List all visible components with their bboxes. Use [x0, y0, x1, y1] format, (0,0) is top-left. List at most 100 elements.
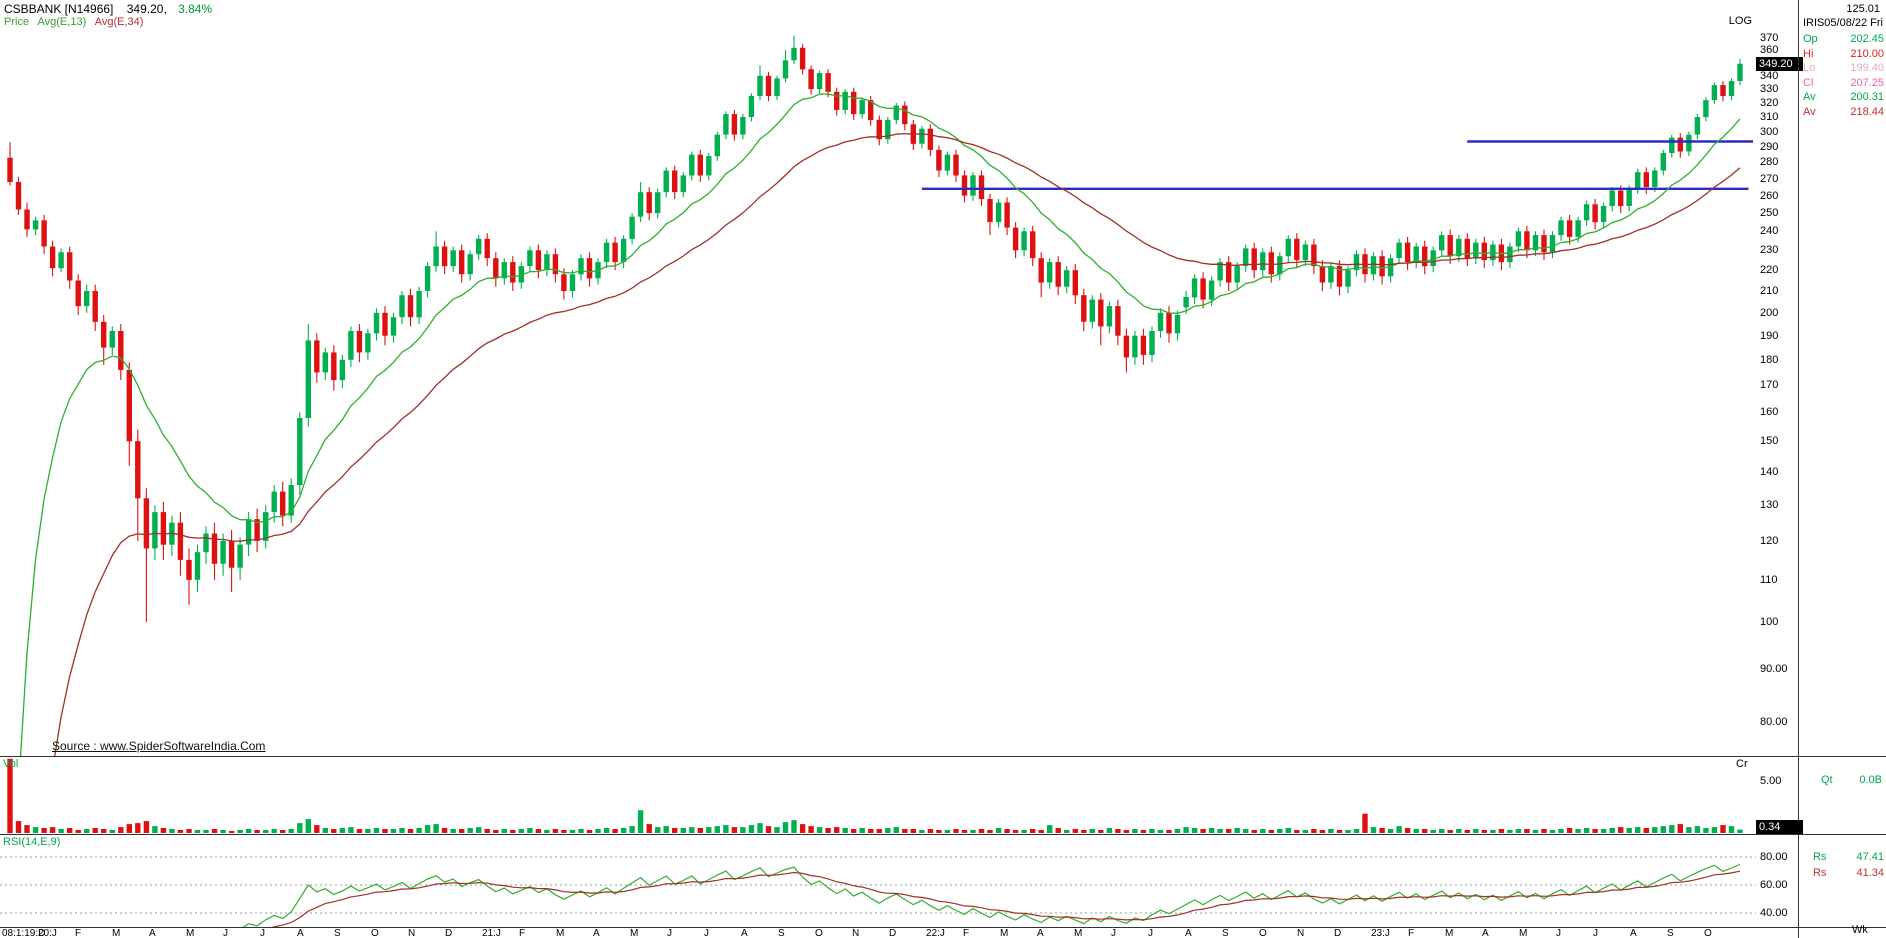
candle-body[interactable]	[1200, 278, 1206, 300]
candle-body[interactable]	[101, 321, 107, 348]
candle-body[interactable]	[1268, 252, 1274, 275]
candle-body[interactable]	[510, 262, 516, 283]
candle-body[interactable]	[995, 202, 1002, 223]
candle-body[interactable]	[1609, 190, 1615, 207]
volume-pane[interactable]	[0, 757, 1756, 834]
candle-body[interactable]	[1481, 242, 1487, 261]
candle-body[interactable]	[41, 220, 47, 247]
candle-body[interactable]	[1643, 172, 1649, 188]
candle-body[interactable]	[118, 331, 124, 370]
candle-body[interactable]	[365, 333, 371, 353]
candle-body[interactable]	[441, 246, 448, 267]
candle-body[interactable]	[1515, 231, 1522, 247]
candle-body[interactable]	[1089, 299, 1095, 322]
candle-body[interactable]	[1208, 280, 1215, 300]
price-chart-pane[interactable]	[0, 0, 1756, 938]
candle-body[interactable]	[1626, 188, 1632, 206]
candle-body[interactable]	[620, 238, 627, 263]
candle-body[interactable]	[126, 369, 132, 442]
candle-body[interactable]	[1652, 170, 1658, 188]
candle-body[interactable]	[390, 317, 397, 336]
candle-body[interactable]	[723, 114, 729, 135]
candle-body[interactable]	[1541, 235, 1547, 253]
candle-body[interactable]	[1728, 81, 1735, 96]
candle-body[interactable]	[1507, 246, 1513, 263]
candle-body[interactable]	[927, 128, 934, 150]
candle-body[interactable]	[1098, 299, 1104, 327]
candle-body[interactable]	[1532, 235, 1539, 251]
candle-body[interactable]	[356, 331, 363, 353]
candle-body[interactable]	[1575, 220, 1581, 237]
candle-body[interactable]	[211, 533, 218, 564]
candle-body[interactable]	[1217, 262, 1223, 281]
candle-body[interactable]	[237, 544, 243, 568]
candle-body[interactable]	[32, 220, 39, 230]
candle-body[interactable]	[143, 498, 150, 549]
candle-body[interactable]	[1038, 258, 1044, 283]
candle-body[interactable]	[416, 291, 422, 318]
candle-body[interactable]	[706, 156, 712, 176]
candle-body[interactable]	[1592, 204, 1598, 223]
candle-body[interactable]	[15, 182, 22, 210]
candle-body[interactable]	[978, 175, 985, 199]
candle-body[interactable]	[731, 114, 738, 135]
candle-body[interactable]	[493, 258, 499, 279]
candle-body[interactable]	[799, 47, 806, 70]
candle-body[interactable]	[902, 105, 908, 125]
candle-body[interactable]	[868, 100, 874, 120]
time-axis[interactable]: 08:1:19:D 20:J F M A M J J A S O N D 21:J F M A M J J A S O N D 2…	[0, 928, 1756, 938]
candle-body[interactable]	[1166, 312, 1172, 334]
candle-body[interactable]	[49, 246, 56, 269]
rsi-line[interactable]	[129, 863, 1741, 938]
candle-body[interactable]	[1021, 231, 1027, 251]
candle-body[interactable]	[1464, 238, 1470, 259]
candle-body[interactable]	[816, 73, 823, 90]
candle-body[interactable]	[1413, 246, 1419, 263]
candle-body[interactable]	[842, 91, 848, 110]
candle-body[interactable]	[1072, 270, 1078, 296]
candle-body[interactable]	[228, 540, 235, 568]
candle-body[interactable]	[424, 266, 431, 291]
candle-body[interactable]	[1336, 266, 1343, 287]
candle-body[interactable]	[774, 78, 780, 96]
candle-body[interactable]	[92, 291, 98, 322]
candle-body[interactable]	[7, 157, 13, 182]
candle-body[interactable]	[339, 359, 346, 381]
candle-body[interactable]	[714, 134, 720, 157]
candle-body[interactable]	[757, 75, 763, 96]
candle-body[interactable]	[893, 105, 899, 120]
candle-body[interactable]	[1703, 100, 1709, 118]
candle-body[interactable]	[689, 154, 695, 176]
candle-body[interactable]	[135, 441, 141, 499]
candle-body[interactable]	[646, 192, 652, 214]
candle-body[interactable]	[109, 331, 115, 348]
rsi-pane[interactable]	[0, 835, 1756, 938]
candle-body[interactable]	[1294, 238, 1300, 261]
candle-body[interactable]	[1353, 254, 1360, 271]
candle-body[interactable]	[1635, 172, 1641, 189]
candle-body[interactable]	[245, 519, 252, 545]
candle-body[interactable]	[1566, 220, 1573, 237]
rsi-signal-line[interactable]	[129, 870, 1741, 938]
candle-body[interactable]	[1055, 262, 1061, 287]
candle-body[interactable]	[876, 119, 882, 140]
candle-body[interactable]	[782, 60, 789, 79]
candle-body[interactable]	[1328, 266, 1334, 283]
candle-body[interactable]	[1115, 306, 1121, 336]
candle-body[interactable]	[1149, 331, 1155, 355]
candle-body[interactable]	[450, 250, 456, 267]
candle-body[interactable]	[1396, 242, 1402, 259]
candle-body[interactable]	[953, 154, 959, 176]
candle-body[interactable]	[1183, 296, 1189, 308]
candle-body[interactable]	[663, 170, 669, 193]
candle-body[interactable]	[885, 119, 891, 140]
candle-body[interactable]	[1422, 246, 1428, 267]
candle-body[interactable]	[348, 331, 354, 360]
candle-body[interactable]	[1004, 202, 1010, 228]
candle-body[interactable]	[288, 485, 294, 516]
candle-body[interactable]	[748, 95, 755, 117]
candle-body[interactable]	[1379, 256, 1385, 277]
candle-body[interactable]	[851, 91, 857, 115]
candle-body[interactable]	[970, 175, 976, 196]
candle-body[interactable]	[84, 291, 90, 307]
